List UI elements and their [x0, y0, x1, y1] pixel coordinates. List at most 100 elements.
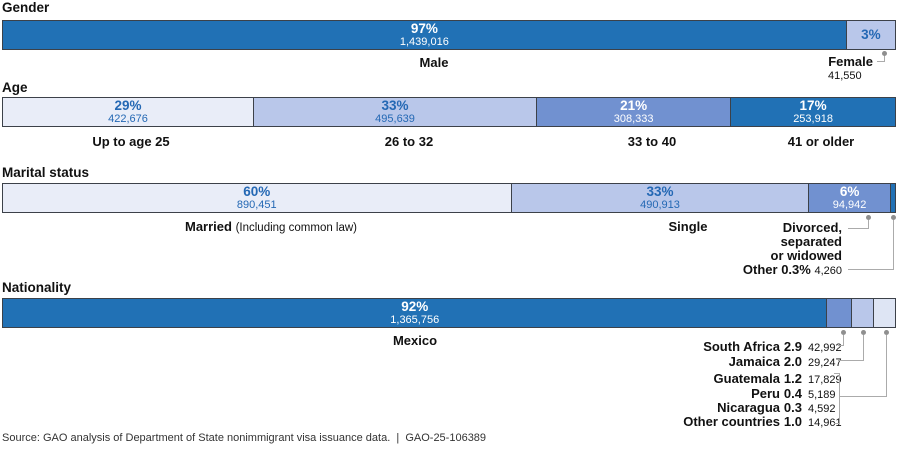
- male-category-label: Male: [419, 55, 449, 70]
- jamaica-pct: 2.0: [783, 354, 802, 369]
- male-pct-label: 97%: [410, 21, 438, 36]
- divorced-leader-v: [868, 220, 869, 229]
- nicaragua-name: Nicaragua: [717, 400, 780, 415]
- other-countries-pct: 1.0: [783, 414, 802, 429]
- age3-count-label: 308,333: [613, 113, 654, 125]
- nationality-row-south-africa: South Africa 2.9 42,992: [560, 339, 868, 354]
- nationality-section-title: Nationality: [2, 280, 72, 295]
- marital-other-pct: 0.3%: [781, 262, 811, 277]
- jamaica-count: 29,247: [808, 357, 842, 369]
- nationality-row-other-countries: Other countries 1.0 14,961: [560, 414, 868, 429]
- nationality-row-guatemala: Guatemala 1.2 17,829: [560, 371, 868, 386]
- female-count-label: 41,550: [828, 70, 862, 82]
- guatemala-count: 17,829: [808, 374, 842, 386]
- divorced-category-label: Divorced, separated or widowed: [642, 220, 843, 263]
- south-africa-leader-v: [843, 335, 844, 346]
- age2-count-label: 495,639: [375, 113, 415, 125]
- age1-category-label: Up to age 25: [92, 134, 170, 149]
- divorced-label-line2: separated: [780, 234, 842, 249]
- other-countries-name: Other countries: [683, 414, 780, 429]
- divorced-leader-dot: [866, 215, 871, 220]
- male-count-label: 1,439,016: [399, 36, 449, 48]
- age-segment-41-older: 17% 253,918: [730, 98, 895, 126]
- marital-other-count: 4,260: [814, 265, 842, 277]
- marital-segment-divorced: 6% 94,942: [808, 184, 890, 212]
- single-pct-label: 33%: [646, 184, 674, 199]
- age1-count-label: 422,676: [108, 113, 148, 125]
- other-group-bracket-bottom: [834, 423, 840, 424]
- mexico-pct-label: 92%: [401, 299, 429, 314]
- mexico-category-label: Mexico: [392, 333, 438, 348]
- divorced-count-label: 94,942: [832, 199, 867, 211]
- marital-bar: 60% 890,451 33% 490,913 6% 94,942: [2, 183, 896, 213]
- female-category-block: Female 41,550: [673, 54, 873, 83]
- marital-other-leader-h: [848, 269, 893, 270]
- jamaica-leader-h: [838, 360, 864, 361]
- marital-other-leader-v: [893, 220, 894, 270]
- south-africa-leader-h: [838, 345, 844, 346]
- gender-segment-female: 3%: [845, 21, 895, 49]
- other-group-leader-h: [839, 396, 887, 397]
- age-segment-33-40: 21% 308,333: [536, 98, 731, 126]
- female-category-label: Female: [828, 54, 873, 69]
- nationality-row-peru: Peru 0.4 5,189: [560, 386, 868, 401]
- other-group-leader-dot: [884, 330, 889, 335]
- south-africa-leader-dot: [841, 330, 846, 335]
- south-africa-name: South Africa: [703, 339, 780, 354]
- divorced-label-line3: or widowed: [770, 248, 843, 263]
- south-africa-pct: 2.9: [783, 339, 802, 354]
- source-line: Source: GAO analysis of Department of St…: [2, 432, 487, 444]
- marital-other-label-row: Other 0.3% 4,260: [642, 263, 842, 278]
- married-label-bold: Married: [184, 219, 232, 234]
- female-pct-label: 3%: [861, 27, 881, 42]
- guatemala-pct: 1.2: [783, 371, 802, 386]
- other-group-bracket-v: [839, 373, 840, 424]
- single-count-label: 490,913: [640, 199, 680, 211]
- age-section-title: Age: [2, 80, 28, 95]
- divorced-leader-h: [848, 228, 869, 229]
- married-label-note: (Including common law): [235, 222, 358, 234]
- age-segment-up-to-25: 29% 422,676: [3, 98, 253, 126]
- age4-category-label: 41 or older: [787, 134, 855, 149]
- nationality-row-jamaica: Jamaica 2.0 29,247: [560, 354, 868, 369]
- nationality-segment-mexico: 92% 1,365,756: [3, 299, 827, 327]
- other-countries-count: 14,961: [808, 417, 842, 429]
- jamaica-leader-v: [863, 335, 864, 361]
- marital-segment-single: 33% 490,913: [510, 184, 809, 212]
- gender-segment-male: 97% 1,439,016: [3, 21, 846, 49]
- gender-bar: 97% 1,439,016 3%: [2, 20, 896, 50]
- age1-pct-label: 29%: [114, 98, 142, 113]
- marital-section-title: Marital status: [2, 165, 90, 180]
- female-leader-v: [884, 55, 885, 62]
- jamaica-name: Jamaica: [728, 354, 780, 369]
- age3-category-label: 33 to 40: [627, 134, 677, 149]
- marital-other-label: Other: [742, 262, 778, 277]
- nationality-segment-jamaica: [850, 299, 873, 327]
- age2-pct-label: 33%: [381, 98, 409, 113]
- age2-category-label: 26 to 32: [384, 134, 434, 149]
- nationality-segment-south-africa: [826, 299, 851, 327]
- married-pct-label: 60%: [243, 184, 271, 199]
- age4-pct-label: 17%: [799, 98, 827, 113]
- mexico-count-label: 1,365,756: [390, 314, 440, 326]
- nationality-segment-other-group: [872, 299, 895, 327]
- single-category-label: Single: [668, 219, 708, 234]
- nicaragua-count: 4,592: [808, 403, 836, 415]
- married-count-label: 890,451: [236, 199, 277, 211]
- guatemala-name: Guatemala: [713, 371, 780, 386]
- age-bar: 29% 422,676 33% 495,639 21% 308,333 17% …: [2, 97, 896, 127]
- female-leader-dot: [882, 51, 887, 56]
- other-group-bracket-top: [834, 373, 840, 374]
- peru-count: 5,189: [808, 389, 836, 401]
- marital-segment-other: [889, 184, 895, 212]
- jamaica-leader-dot: [861, 330, 866, 335]
- nationality-row-nicaragua: Nicaragua 0.3 4,592: [560, 400, 868, 415]
- divorced-label-line1: Divorced,: [782, 220, 842, 235]
- other-group-leader-v: [886, 335, 887, 397]
- age3-pct-label: 21%: [620, 98, 648, 113]
- peru-name: Peru: [751, 386, 780, 401]
- south-africa-count: 42,992: [808, 342, 842, 354]
- married-category-label: Married (Including common law): [2, 219, 540, 234]
- age-segment-26-32: 33% 495,639: [252, 98, 537, 126]
- divorced-pct-label: 6%: [839, 184, 860, 199]
